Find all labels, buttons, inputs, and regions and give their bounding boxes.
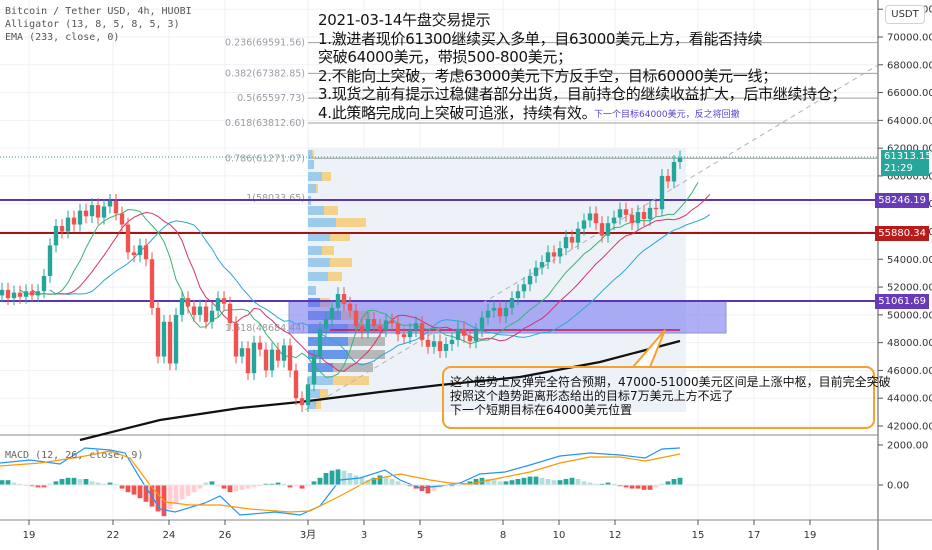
ema-legend[interactable]: EMA (233, close, 0) [5, 32, 120, 43]
svg-text:1(58033.65): 1(58033.65) [246, 193, 305, 204]
svg-text:19: 19 [804, 530, 817, 541]
svg-text:64000.00: 64000.00 [887, 116, 932, 127]
time-axis: 19 22 24 26 3月 3 5 8 10 12 15 17 19 [23, 520, 817, 541]
svg-text:1.618(48684.44): 1.618(48684.44) [225, 323, 305, 334]
svg-text:0.00: 0.00 [887, 481, 909, 492]
macd-legend[interactable]: MACD (12, 26, close, 9) [5, 450, 144, 461]
svg-text:54000.00: 54000.00 [887, 255, 932, 266]
symbol-title[interactable]: Bitcoin / Tether USD, 4h, HUOBI [5, 6, 192, 17]
trend-line [304, 64, 879, 411]
svg-text:19: 19 [23, 530, 36, 541]
svg-text:62000.00: 62000.00 [887, 144, 932, 155]
svg-text:8: 8 [500, 530, 506, 541]
analysis-callout: 这个趋势上反弹完全符合预期，47000-51000美元区间是上涨中枢，目前完全突… [442, 366, 891, 429]
bar-countdown: 21:29 [884, 163, 913, 174]
annotation-line: 1.激进者现价61300继续买入多单，目63000美元上方，看能否持续 [318, 29, 763, 48]
svg-text:15: 15 [692, 530, 705, 541]
svg-text:24: 24 [163, 530, 176, 541]
svg-text:2000.00: 2000.00 [887, 441, 928, 452]
alligator-jaw [49, 214, 711, 366]
svg-text:0.5(65597.73): 0.5(65597.73) [237, 93, 305, 104]
callout-pointer [632, 329, 666, 368]
price-label-51061: 51061.69 [875, 294, 929, 309]
svg-text:60000.00: 60000.00 [887, 171, 932, 182]
svg-text:3: 3 [361, 530, 367, 541]
current-price-label: 61313.15 21:29 [881, 150, 932, 176]
svg-text:46000.00: 46000.00 [887, 366, 932, 377]
callout-line: 按照这个趋势距离形态给出的目标7万美元上方不远了 [450, 389, 734, 403]
annotation-line: 3.现货之前有提示过稳健者部分出货，目前持仓的继续收益扩大，后市继续持仓； [318, 85, 847, 103]
next-target-note: 下一个目标64000美元，反之将回撤 [594, 110, 740, 120]
svg-text:12: 12 [609, 530, 622, 541]
callout-line: 这个趋势上反弹完全符合预期，47000-51000美元区间是上涨中枢，目前完全突… [450, 375, 891, 389]
macd-signal-line [0, 450, 681, 513]
svg-text:17: 17 [748, 530, 761, 541]
price-label-58246: 58246.19 [875, 193, 929, 208]
svg-text:52000.00: 52000.00 [887, 283, 932, 294]
current-price-value: 61313.15 [884, 151, 932, 162]
svg-text:0.236(69591.56): 0.236(69591.56) [225, 38, 305, 49]
price-label-55880: 55880.34 [875, 226, 929, 241]
trading-tip-annotation: 2021-03-14午盘交易提示 1.激进者现价61300继续买入多单，目630… [318, 11, 847, 122]
annotation-line: 突破64000美元，带损500-800美元； [318, 48, 572, 66]
svg-text:26: 26 [219, 530, 232, 541]
svg-text:0.382(67382.85): 0.382(67382.85) [225, 68, 305, 79]
svg-text:50000.00: 50000.00 [887, 310, 932, 321]
candlesticks [0, 150, 683, 413]
svg-text:66000.00: 66000.00 [887, 88, 932, 99]
alligator-teeth [31, 193, 711, 372]
svg-text:68000.00: 68000.00 [887, 60, 932, 71]
svg-text:0.618(63812.60): 0.618(63812.60) [225, 118, 305, 129]
svg-text:5: 5 [417, 530, 423, 541]
chart-legend: Bitcoin / Tether USD, 4h, HUOBI Alligato… [5, 5, 192, 44]
fibonacci-levels: 0.236(69591.56) 0.382(67382.85) 0.5(65597.… [225, 38, 878, 334]
svg-text:3月: 3月 [300, 529, 316, 541]
annotation-line: 2.不能向上突破，考虑63000美元下方反手空，目标60000美元一线； [318, 66, 777, 85]
callout-line: 下一个短期目标在64000美元位置 [450, 403, 633, 417]
svg-text:44000.00: 44000.00 [887, 394, 932, 405]
svg-text:10: 10 [553, 530, 566, 541]
annotation-line: 2021-03-14午盘交易提示 [318, 11, 491, 29]
currency-button[interactable]: USDT [885, 5, 925, 24]
svg-text:70000.00: 70000.00 [887, 33, 932, 44]
svg-text:48000.00: 48000.00 [887, 338, 932, 349]
alligator-legend[interactable]: Alligator (13, 8, 5, 8, 5, 3) [5, 19, 180, 30]
svg-text:22: 22 [107, 530, 120, 541]
svg-text:42000.00: 42000.00 [887, 422, 932, 433]
macd-line [0, 447, 681, 516]
annotation-line: 4.此策略完成向上突破可追涨，持续有效。 [318, 103, 597, 122]
alligator-lips [19, 182, 699, 378]
svg-text:0.786(61271.07): 0.786(61271.07) [225, 153, 305, 164]
